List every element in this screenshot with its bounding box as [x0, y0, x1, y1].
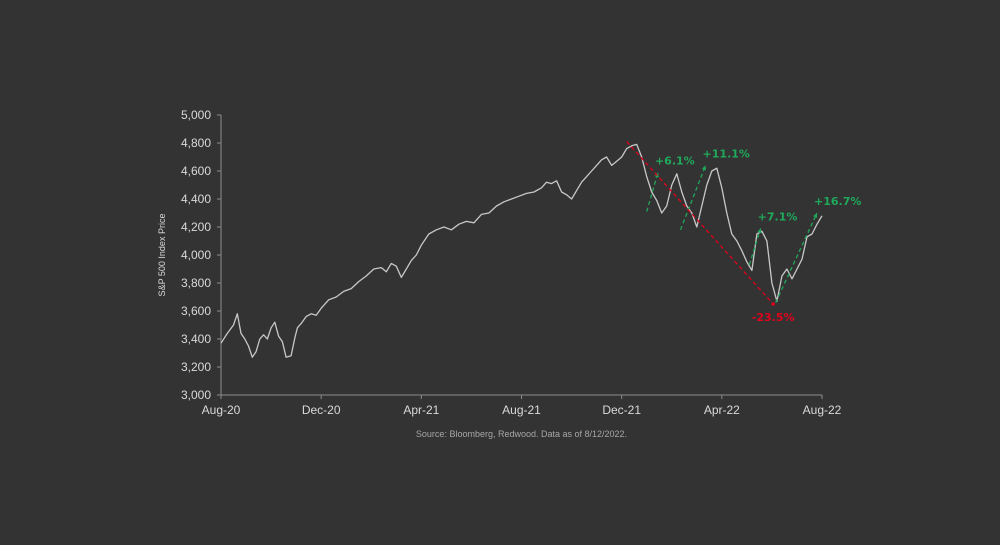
x-axis: Aug-20 Dec-20 Apr-21 Aug-21 Dec-21 Apr-22 Aug-…	[202, 394, 842, 417]
x-tick-label: Apr-22	[704, 403, 740, 417]
annotation-label: +16.7%	[814, 195, 861, 208]
annotation-line	[626, 141, 774, 305]
x-tick-label: Dec-21	[602, 403, 641, 417]
annotation-arrowhead	[701, 165, 706, 171]
series-group	[220, 143, 823, 358]
y-axis-label: S&P 500 Index Price	[157, 214, 167, 297]
annotation-endpoint	[771, 302, 775, 306]
y-axis: 3,000 3,200 3,400 3,600 3,800 4,000 4,200 4,400…	[157, 108, 222, 402]
y-tick-label: 4,400	[181, 192, 211, 206]
x-tick-label: Aug-20	[202, 403, 241, 417]
source-note: Source: Bloomberg, Redwood. Data as of 8…	[416, 429, 627, 439]
y-tick-label: 4,800	[181, 136, 211, 150]
annotation-line	[775, 212, 818, 303]
y-tick-label: 4,600	[181, 164, 211, 178]
y-ticks: 3,000 3,200 3,400 3,600 3,800 4,000 4,200 4,400…	[181, 108, 221, 402]
annotation-arrowhead	[757, 228, 762, 234]
annotation-label: +7.1%	[758, 210, 798, 223]
y-tick-label: 3,400	[181, 332, 211, 346]
series-line-sp500	[220, 143, 823, 358]
y-tick-label: 5,000	[181, 108, 211, 122]
annotation-arrowhead	[813, 213, 818, 218]
y-tick-label: 3,200	[181, 360, 211, 374]
x-tick-label: Aug-22	[803, 403, 842, 417]
annotation-label: +6.1%	[655, 154, 695, 167]
x-tick-label: Dec-20	[302, 403, 341, 417]
y-tick-label: 3,800	[181, 276, 211, 290]
annotation-line	[748, 228, 762, 265]
x-tick-label: Apr-21	[403, 403, 439, 417]
annotation-line	[679, 165, 707, 231]
x-tick-label: Aug-21	[502, 403, 541, 417]
x-ticks: Aug-20 Dec-20 Apr-21 Aug-21 Dec-21 Apr-22 Aug-…	[202, 395, 842, 417]
y-tick-label: 3,000	[181, 388, 211, 402]
y-tick-label: 4,200	[181, 220, 211, 234]
y-tick-label: 4,000	[181, 248, 211, 262]
annotation-label: -23.5%	[752, 311, 795, 324]
annotations-group: +6.1% +11.1% +7.1% +16.7% -23.5%	[626, 141, 861, 324]
y-tick-label: 3,600	[181, 304, 211, 318]
annotation-label: +11.1%	[703, 147, 750, 160]
